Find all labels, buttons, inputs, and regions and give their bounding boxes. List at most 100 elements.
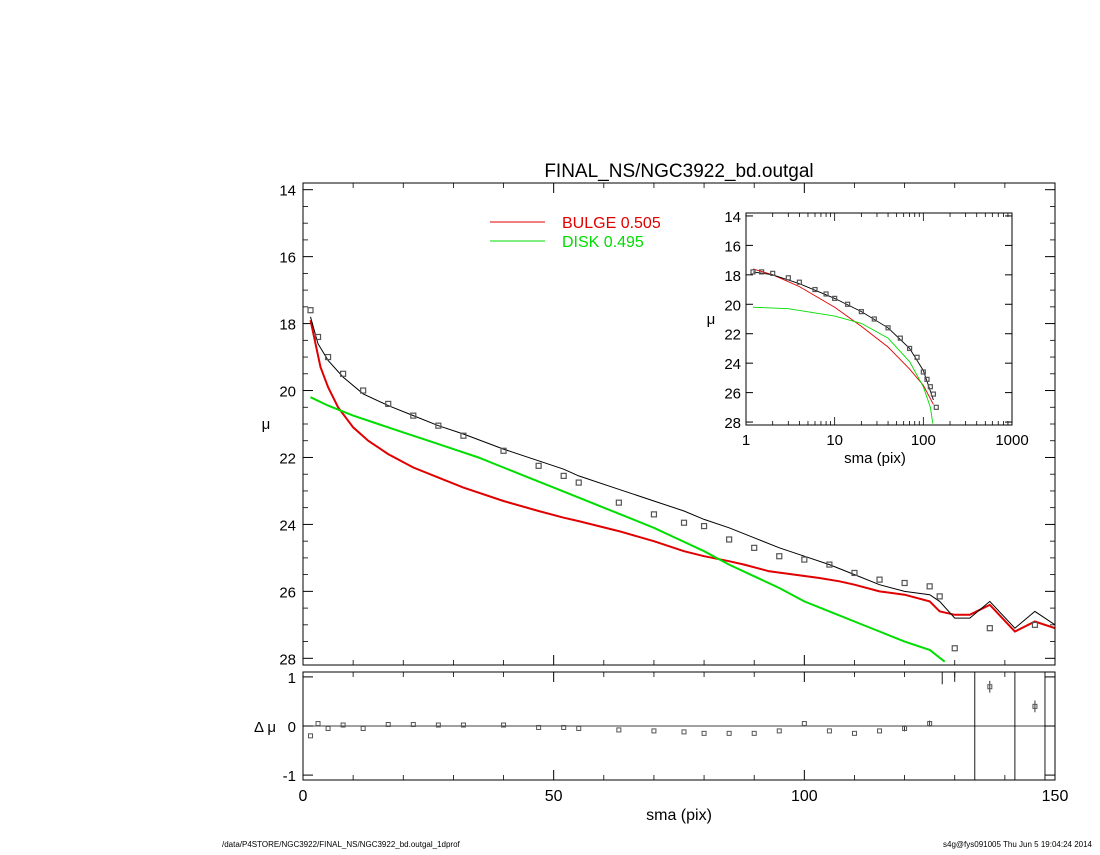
data-point xyxy=(776,553,783,560)
bulge-line xyxy=(309,319,1055,633)
residual-point xyxy=(851,730,857,736)
main-ytick-label: 24 xyxy=(279,517,296,534)
data-point xyxy=(385,400,392,408)
inset-data-point xyxy=(759,269,765,275)
inset-background xyxy=(746,213,1012,425)
data-point xyxy=(926,583,933,590)
legend-label: DISK 0.495 xyxy=(562,234,644,251)
residual-point xyxy=(877,728,883,734)
data-point xyxy=(901,579,908,587)
residual-point xyxy=(536,724,542,730)
inset-ytick-label: 18 xyxy=(724,268,741,285)
data-point xyxy=(324,353,332,361)
main-ytick-label: 14 xyxy=(279,183,296,200)
residual-point xyxy=(927,721,933,727)
inset-data-point xyxy=(832,295,838,301)
inset-ylabel: μ xyxy=(707,311,716,328)
residual-xtick-label: 0 xyxy=(299,788,308,805)
residual-point xyxy=(576,725,582,731)
main-plot: 14 16 18 20 22 24 26 28 μ BULGE 0.505 DISK 0.495 xyxy=(262,182,1056,668)
data-point xyxy=(936,593,943,600)
residual-point xyxy=(308,733,314,739)
residual-point xyxy=(681,729,687,735)
inset-ytick-label: 28 xyxy=(724,415,741,432)
data-point xyxy=(460,432,467,439)
inset-ytick-label: 20 xyxy=(724,297,741,314)
residual-ytick-label: 1 xyxy=(288,670,296,687)
residual-point xyxy=(801,721,807,727)
data-point xyxy=(435,422,442,429)
disk-line xyxy=(310,396,946,663)
inset-data-point xyxy=(930,391,937,397)
residual-point xyxy=(776,728,782,734)
inset-data-point xyxy=(871,316,877,322)
residual-point xyxy=(987,684,993,690)
residual-xtick-label: 150 xyxy=(1042,788,1069,805)
footer-path: /data/P4STORE/NGC3922/FINAL_NS/NGC3922_b… xyxy=(222,840,460,849)
data-point xyxy=(410,412,417,419)
main-ytick-label: 26 xyxy=(279,584,296,601)
residual-point xyxy=(751,730,757,736)
legend-label: BULGE 0.505 xyxy=(562,215,661,232)
data-point xyxy=(680,519,688,526)
data-point xyxy=(314,333,322,341)
residual-point xyxy=(902,725,908,731)
inset-disk-line xyxy=(752,306,934,424)
data-point xyxy=(500,447,507,454)
residual-ylabel: Δ μ xyxy=(254,719,276,736)
data-point xyxy=(650,511,658,518)
inset-data-point xyxy=(845,301,851,307)
inset-xtick-label: 10 xyxy=(826,432,843,449)
residual-point xyxy=(561,724,567,730)
inset-ytick-label: 14 xyxy=(724,209,741,226)
inset-data-point xyxy=(785,275,791,281)
inset-data-point xyxy=(885,325,891,331)
residual-ytick-label: -1 xyxy=(283,768,296,785)
inset-ytick-label: 16 xyxy=(724,238,741,255)
residual-point xyxy=(460,722,466,728)
inset-data-point xyxy=(750,269,756,275)
inset-data-point xyxy=(927,384,933,390)
main-ytick-label: 28 xyxy=(279,651,296,668)
data-point xyxy=(951,645,958,652)
inset-ytick-label: 22 xyxy=(724,327,741,344)
residual-point xyxy=(651,728,657,734)
data-point xyxy=(1031,621,1039,628)
residual-ytick-label: 0 xyxy=(288,719,296,736)
residual-point xyxy=(435,722,441,728)
main-frame xyxy=(302,182,1056,666)
inset-plot: 14 16 18 20 22 24 26 281 10 100 1000 sma (pix) μ xyxy=(707,209,1029,467)
residual-point xyxy=(616,727,622,733)
inset-xtick-label: 1000 xyxy=(995,432,1028,449)
data-point xyxy=(726,536,733,543)
main-ytick-label: 20 xyxy=(279,384,296,401)
inset-data-point xyxy=(906,345,913,352)
residual-point xyxy=(701,730,707,736)
inset-xlabel: sma (pix) xyxy=(844,450,906,467)
main-ytick-label: 16 xyxy=(279,250,296,267)
total-model-line xyxy=(310,316,1055,629)
data-point xyxy=(307,307,314,314)
data-point xyxy=(986,625,993,632)
residual-point xyxy=(1032,703,1038,709)
inset-ytick-label: 26 xyxy=(724,386,741,403)
data-point xyxy=(535,462,542,469)
data-point xyxy=(826,561,833,568)
inset-bulge-line xyxy=(752,268,934,405)
inset-data-point xyxy=(933,404,939,410)
residual-point xyxy=(315,721,321,727)
data-point xyxy=(575,479,582,486)
residual-point xyxy=(325,725,331,731)
residual-point xyxy=(501,722,507,728)
inset-data-point xyxy=(812,286,818,293)
residual-frame xyxy=(302,671,1056,781)
inset-xtick-label: 100 xyxy=(911,432,936,449)
inset-data-point xyxy=(914,354,920,360)
main-ytick-label: 18 xyxy=(279,317,296,334)
residual-point xyxy=(410,722,416,728)
inset-data-point xyxy=(770,270,776,276)
residual-point xyxy=(826,728,832,734)
